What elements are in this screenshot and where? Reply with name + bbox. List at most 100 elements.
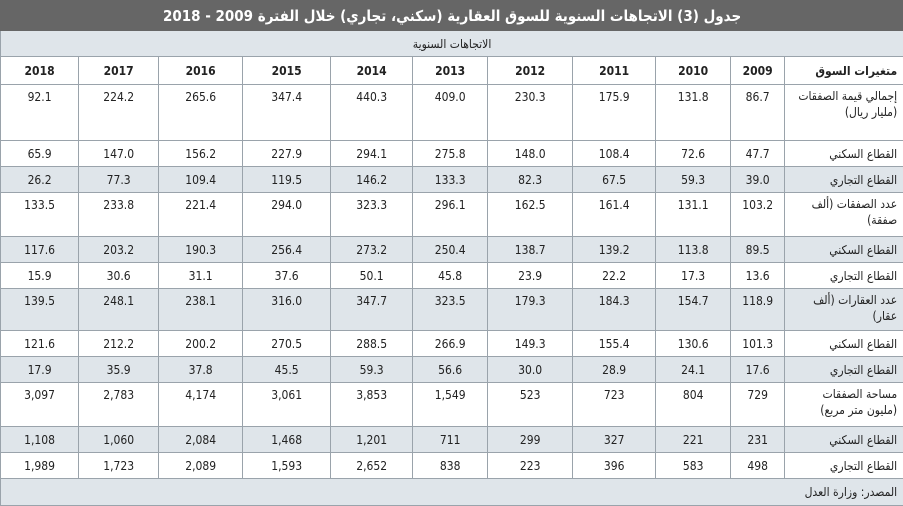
cell-value: 1,723 xyxy=(79,453,159,479)
row-label: القطاع التجاري xyxy=(785,263,903,289)
row-label: القطاع التجاري xyxy=(785,357,903,383)
cell-value: 65.9 xyxy=(1,141,79,167)
cell-value: 161.4 xyxy=(573,193,656,237)
cell-value: 139.5 xyxy=(1,289,79,331)
cell-value: 15.9 xyxy=(1,263,79,289)
cell-value: 139.2 xyxy=(573,237,656,263)
cell-value: 804 xyxy=(656,383,731,427)
header-year: 2014 xyxy=(331,57,413,85)
header-year: 2015 xyxy=(243,57,331,85)
cell-value: 316.0 xyxy=(243,289,331,331)
cell-value: 294.1 xyxy=(331,141,413,167)
cell-value: 2,089 xyxy=(159,453,243,479)
cell-value: 838 xyxy=(413,453,488,479)
cell-value: 1,201 xyxy=(331,427,413,453)
cell-value: 47.7 xyxy=(731,141,785,167)
header-year: 2013 xyxy=(413,57,488,85)
cell-value: 347.7 xyxy=(331,289,413,331)
cell-value: 221.4 xyxy=(159,193,243,237)
row-label: إجمالي قيمة الصفقات (مليار ريال) xyxy=(785,85,903,141)
cell-value: 256.4 xyxy=(243,237,331,263)
cell-value: 273.2 xyxy=(331,237,413,263)
cell-value: 22.2 xyxy=(573,263,656,289)
cell-value: 200.2 xyxy=(159,331,243,357)
cell-value: 190.3 xyxy=(159,237,243,263)
cell-value: 31.1 xyxy=(159,263,243,289)
cell-value: 30.0 xyxy=(488,357,573,383)
row-label: مساحة الصفقات (مليون متر مربع) xyxy=(785,383,903,427)
cell-value: 230.3 xyxy=(488,85,573,141)
header-year: 2016 xyxy=(159,57,243,85)
cell-value: 156.2 xyxy=(159,141,243,167)
cell-value: 35.9 xyxy=(79,357,159,383)
table-subtitle: الاتجاهات السنوية xyxy=(1,31,903,57)
row-label: القطاع السكني xyxy=(785,331,903,357)
cell-value: 26.2 xyxy=(1,167,79,193)
cell-value: 118.9 xyxy=(731,289,785,331)
cell-value: 147.0 xyxy=(79,141,159,167)
cell-value: 28.9 xyxy=(573,357,656,383)
cell-value: 2,084 xyxy=(159,427,243,453)
cell-value: 299 xyxy=(488,427,573,453)
cell-value: 323.3 xyxy=(331,193,413,237)
cell-value: 498 xyxy=(731,453,785,479)
cell-value: 396 xyxy=(573,453,656,479)
cell-value: 138.7 xyxy=(488,237,573,263)
cell-value: 103.2 xyxy=(731,193,785,237)
cell-value: 82.3 xyxy=(488,167,573,193)
cell-value: 347.4 xyxy=(243,85,331,141)
cell-value: 67.5 xyxy=(573,167,656,193)
cell-value: 130.6 xyxy=(656,331,731,357)
cell-value: 146.2 xyxy=(331,167,413,193)
cell-value: 1,468 xyxy=(243,427,331,453)
cell-value: 45.5 xyxy=(243,357,331,383)
cell-value: 296.1 xyxy=(413,193,488,237)
cell-value: 440.3 xyxy=(331,85,413,141)
cell-value: 212.2 xyxy=(79,331,159,357)
row-label: عدد العقارات (ألف عقار) xyxy=(785,289,903,331)
cell-value: 275.8 xyxy=(413,141,488,167)
cell-value: 3,061 xyxy=(243,383,331,427)
cell-value: 109.4 xyxy=(159,167,243,193)
cell-value: 2,783 xyxy=(79,383,159,427)
cell-value: 154.7 xyxy=(656,289,731,331)
header-year: 2018 xyxy=(1,57,79,85)
cell-value: 711 xyxy=(413,427,488,453)
cell-value: 583 xyxy=(656,453,731,479)
cell-value: 162.5 xyxy=(488,193,573,237)
cell-value: 45.8 xyxy=(413,263,488,289)
cell-value: 248.1 xyxy=(79,289,159,331)
cell-value: 179.3 xyxy=(488,289,573,331)
cell-value: 250.4 xyxy=(413,237,488,263)
row-label: عدد الصفقات (ألف صفقة) xyxy=(785,193,903,237)
cell-value: 72.6 xyxy=(656,141,731,167)
header-year: 2009 xyxy=(731,57,785,85)
cell-value: 59.3 xyxy=(331,357,413,383)
cell-value: 113.8 xyxy=(656,237,731,263)
cell-value: 108.4 xyxy=(573,141,656,167)
cell-value: 184.3 xyxy=(573,289,656,331)
cell-value: 224.2 xyxy=(79,85,159,141)
cell-value: 227.9 xyxy=(243,141,331,167)
cell-value: 23.9 xyxy=(488,263,573,289)
cell-value: 101.3 xyxy=(731,331,785,357)
cell-value: 3,853 xyxy=(331,383,413,427)
cell-value: 323.5 xyxy=(413,289,488,331)
cell-value: 155.4 xyxy=(573,331,656,357)
source-note: المصدر: وزارة العدل xyxy=(1,479,903,506)
cell-value: 1,108 xyxy=(1,427,79,453)
cell-value: 89.5 xyxy=(731,237,785,263)
cell-value: 294.0 xyxy=(243,193,331,237)
cell-value: 1,593 xyxy=(243,453,331,479)
cell-value: 121.6 xyxy=(1,331,79,357)
